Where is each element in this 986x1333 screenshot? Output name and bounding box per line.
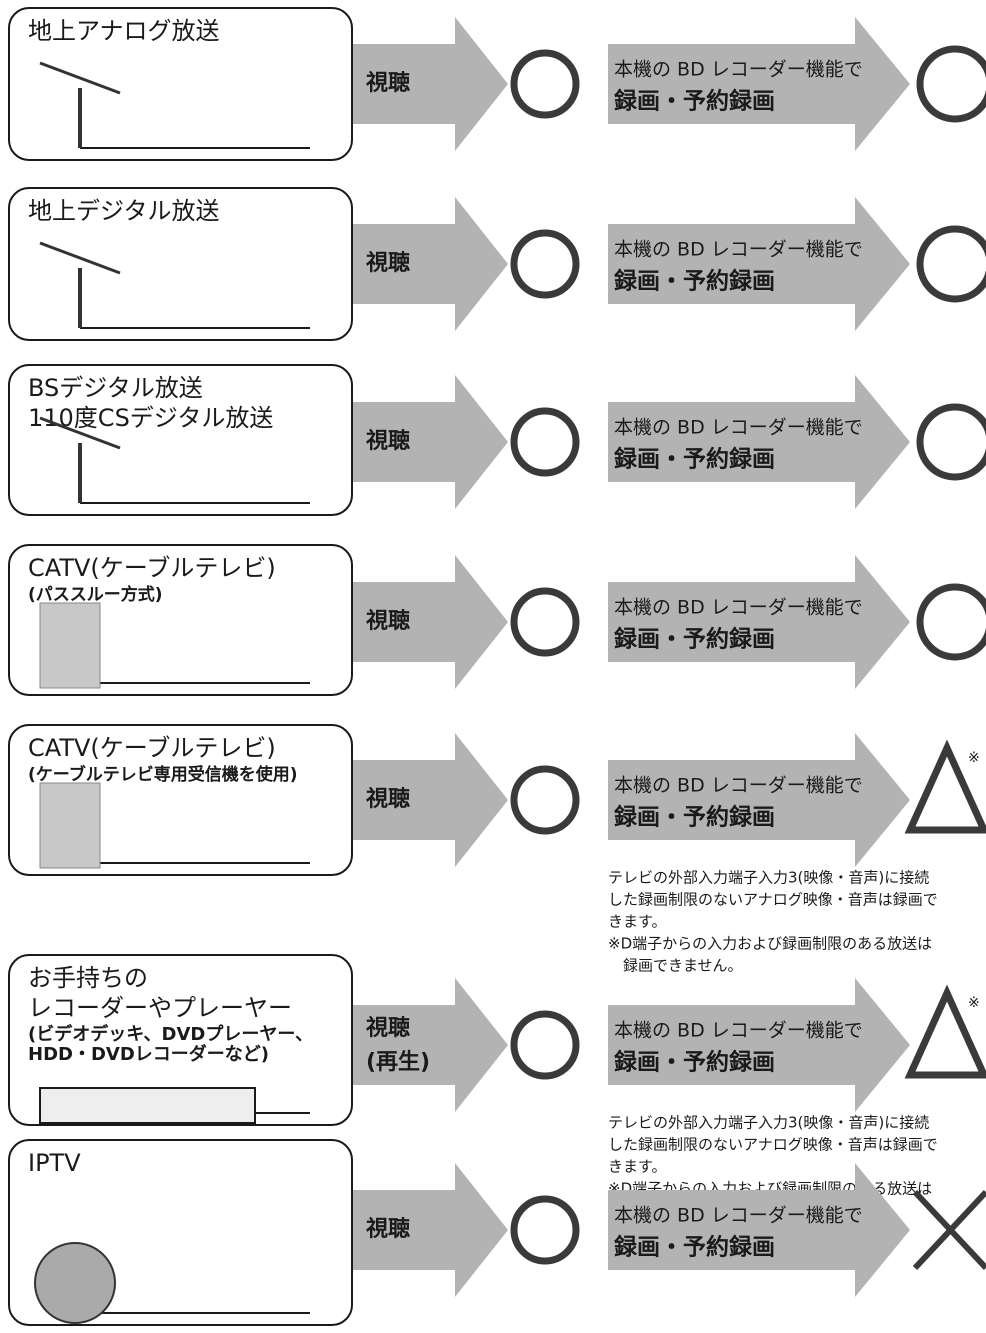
action-label: (再生)	[366, 1050, 430, 1075]
function-label: 録画・予約録画	[614, 626, 775, 653]
source-label: BSデジタル放送	[28, 374, 203, 402]
source-label: レコーダーやプレーヤー	[28, 994, 292, 1022]
action-label: 視聴	[366, 1217, 410, 1242]
arrow	[352, 555, 508, 689]
source-box	[8, 7, 353, 161]
result-circle	[916, 45, 986, 123]
note-line: ※D端子からの入力および録画制限のある放送は	[608, 935, 932, 953]
action-label: 視聴	[366, 787, 410, 812]
function-label: 本機の BD レコーダー機能で	[614, 597, 863, 619]
function-label: 録画・予約録画	[614, 1049, 775, 1076]
building-icon	[39, 602, 101, 689]
globe-icon	[34, 1242, 116, 1324]
note-line: した録画制限のないアナログ映像・音声は録画で	[608, 891, 938, 909]
result-circle	[510, 587, 580, 657]
antenna-pole	[78, 88, 82, 148]
arrow	[608, 978, 910, 1112]
source-label: HDD・DVDレコーダーなど)	[28, 1043, 269, 1065]
function-label: 録画・予約録画	[614, 1234, 775, 1261]
arrow	[608, 1163, 910, 1297]
antenna	[39, 416, 121, 450]
source-label: CATV(ケーブルテレビ)	[28, 734, 276, 762]
antenna-pole	[78, 268, 82, 328]
result-circle	[510, 229, 580, 299]
function-label: 本機の BD レコーダー機能で	[614, 417, 863, 439]
action-label: 視聴	[366, 71, 410, 96]
note-line: した録画制限のないアナログ映像・音声は録画で	[608, 1136, 938, 1154]
antenna	[39, 61, 121, 95]
action-label: 視聴	[366, 609, 410, 634]
result-circle	[916, 403, 986, 481]
function-label: 録画・予約録画	[614, 88, 775, 115]
function-label: 本機の BD レコーダー機能で	[614, 1020, 863, 1042]
result-circle	[510, 49, 580, 119]
arrow	[352, 197, 508, 331]
result-circle	[510, 765, 580, 835]
source-label: 地上デジタル放送	[28, 197, 220, 225]
arrow	[608, 375, 910, 509]
footnote-mark: ※	[968, 995, 980, 1011]
result-circle	[510, 407, 580, 477]
arrow	[608, 197, 910, 331]
result-triangle	[904, 984, 986, 1079]
result-circle	[510, 1195, 580, 1265]
arrow	[352, 375, 508, 509]
source-box	[8, 187, 353, 341]
function-label: 録画・予約録画	[614, 804, 775, 831]
function-label: 本機の BD レコーダー機能で	[614, 59, 863, 81]
function-label: 録画・予約録画	[614, 268, 775, 295]
arrow	[608, 555, 910, 689]
arrow	[352, 733, 508, 867]
function-label: 本機の BD レコーダー機能で	[614, 775, 863, 797]
action-label: 視聴	[366, 1016, 410, 1041]
arrow	[352, 17, 508, 151]
note-line: 録画できません。	[608, 957, 743, 975]
function-label: 録画・予約録画	[614, 446, 775, 473]
antenna-pole	[78, 443, 82, 503]
antenna	[39, 241, 121, 275]
recorder-icon	[39, 1087, 256, 1124]
result-circle	[916, 583, 986, 661]
footnote-mark: ※	[968, 750, 980, 766]
note-line: きます。	[608, 913, 667, 931]
source-label: (ケーブルテレビ専用受信機を使用)	[28, 764, 298, 785]
result-circle	[916, 225, 986, 303]
note-line: テレビの外部入力端子入力3(映像・音声)に接続	[608, 1114, 929, 1132]
building-icon	[39, 782, 101, 869]
source-label: CATV(ケーブルテレビ)	[28, 554, 276, 582]
source-label: (ビデオデッキ、DVDプレーヤー、	[28, 1023, 313, 1045]
note-line: テレビの外部入力端子入力3(映像・音声)に接続	[608, 869, 929, 887]
note-line: きます。	[608, 1158, 667, 1176]
result-triangle	[904, 739, 986, 834]
source-label: (パススルー方式)	[28, 584, 163, 605]
source-box	[8, 954, 353, 1126]
source-box	[8, 364, 353, 516]
arrow	[352, 1163, 508, 1297]
function-label: 本機の BD レコーダー機能で	[614, 1205, 863, 1227]
result-cross	[912, 1189, 986, 1271]
source-label: お手持ちの	[28, 964, 148, 992]
action-label: 視聴	[366, 251, 410, 276]
result-circle	[510, 1010, 580, 1080]
source-label: IPTV	[28, 1149, 81, 1177]
arrow	[608, 17, 910, 151]
source-label: 地上アナログ放送	[28, 17, 220, 45]
function-label: 本機の BD レコーダー機能で	[614, 239, 863, 261]
arrow	[608, 733, 910, 867]
arrow	[352, 978, 508, 1112]
action-label: 視聴	[366, 429, 410, 454]
